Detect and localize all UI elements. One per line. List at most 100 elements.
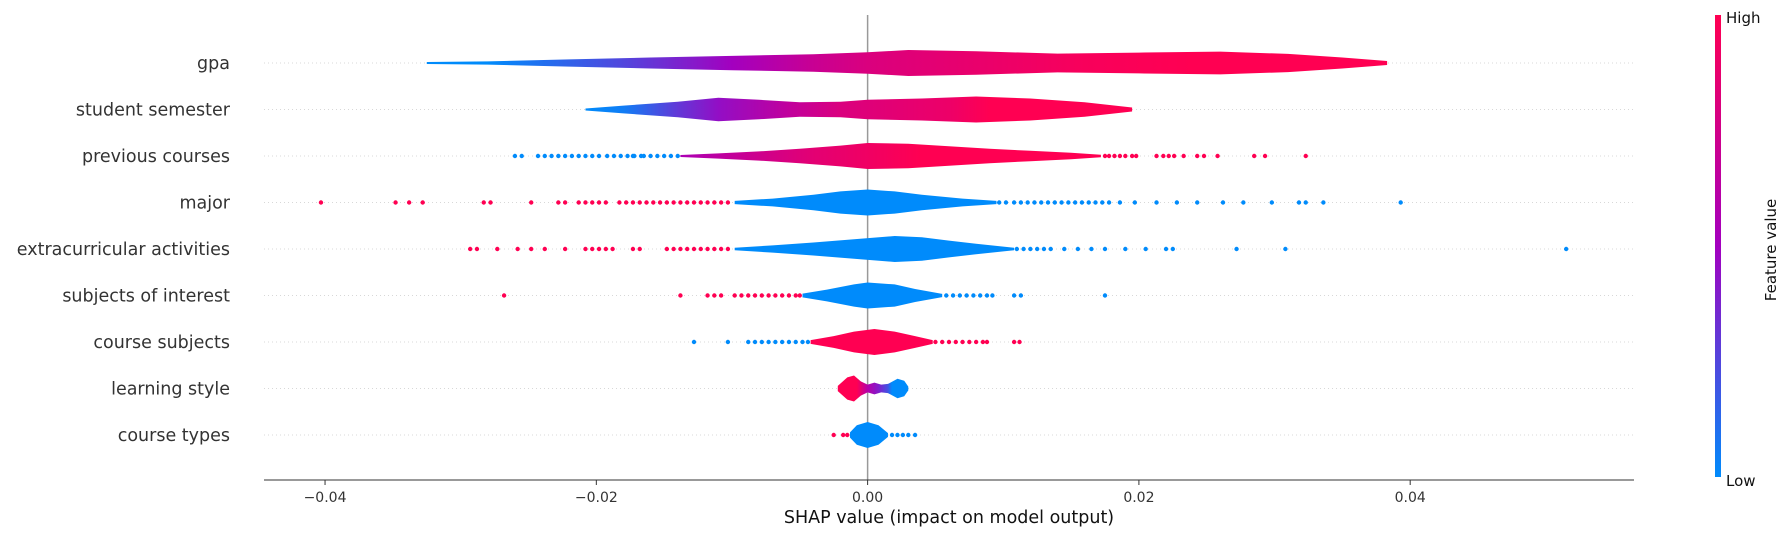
point-low-major-15 <box>1100 200 1105 205</box>
point-low-major-0 <box>996 200 1002 205</box>
point-low-previous-courses-12 <box>604 153 610 159</box>
point-high-previous-courses-6 <box>1133 153 1139 159</box>
point-low-extracurricular-activities-2 <box>1028 246 1033 252</box>
point-high-subjects-of-interest-13 <box>786 293 792 298</box>
point-high-extracurricular-activities-20 <box>705 246 710 252</box>
point-low-course-subjects-0 <box>691 339 697 345</box>
violin-previous-courses <box>680 143 1101 169</box>
point-low-course-subjects-4 <box>759 339 765 345</box>
point-low-previous-courses-6 <box>562 153 568 159</box>
feature-label-learning-style: learning style <box>111 380 230 400</box>
feature-label-extracurricular-activities: extracurricular activities <box>17 240 230 260</box>
point-high-previous-courses-17 <box>1303 153 1308 159</box>
point-low-previous-courses-3 <box>542 153 547 159</box>
point-low-previous-courses-13 <box>611 153 617 159</box>
point-low-course-types-0 <box>889 432 895 438</box>
point-high-major-7 <box>556 200 561 205</box>
point-low-course-subjects-9 <box>793 339 798 345</box>
point-high-major-8 <box>562 200 568 205</box>
x-tick-label: 0.04 <box>1395 490 1426 506</box>
point-high-extracurricular-activities-0 <box>467 246 473 252</box>
point-low-course-types-3 <box>906 432 911 438</box>
feature-label-course-types: course types <box>118 426 230 446</box>
point-high-course-subjects-3 <box>953 339 958 345</box>
point-low-major-18 <box>1132 200 1138 205</box>
point-high-subjects-of-interest-4 <box>718 293 724 298</box>
point-low-major-23 <box>1241 200 1246 205</box>
point-high-extracurricular-activities-22 <box>718 246 724 252</box>
violin-course-types <box>849 422 888 448</box>
point-low-major-19 <box>1154 200 1159 205</box>
point-high-previous-courses-9 <box>1166 153 1171 159</box>
point-high-extracurricular-activities-17 <box>685 246 690 252</box>
point-low-extracurricular-activities-5 <box>1048 246 1053 252</box>
point-high-subjects-of-interest-14 <box>793 293 798 298</box>
point-high-subjects-of-interest-9 <box>759 293 765 298</box>
point-low-extracurricular-activities-6 <box>1062 246 1067 252</box>
point-low-major-4 <box>1025 200 1030 205</box>
feature-label-course-subjects: course subjects <box>93 333 230 353</box>
violin-gpa <box>426 50 1388 76</box>
point-high-previous-courses-8 <box>1161 153 1166 159</box>
violin-course-subjects <box>810 329 933 355</box>
point-low-subjects-of-interest-5 <box>977 293 983 298</box>
point-high-extracurricular-activities-21 <box>712 246 717 252</box>
point-low-subjects-of-interest-10 <box>1102 293 1108 298</box>
point-high-course-subjects-9 <box>1011 339 1017 345</box>
point-low-previous-courses-23 <box>668 153 674 159</box>
point-high-major-13 <box>603 200 609 205</box>
feature-label-gpa: gpa <box>197 54 230 74</box>
point-low-course-subjects-11 <box>805 339 811 345</box>
point-low-major-3 <box>1018 200 1024 205</box>
point-high-course-subjects-8 <box>984 339 990 345</box>
point-high-previous-courses-15 <box>1251 153 1257 159</box>
point-low-subjects-of-interest-0 <box>944 293 949 298</box>
point-high-previous-courses-2 <box>1112 153 1117 159</box>
point-low-extracurricular-activities-12 <box>1163 246 1169 252</box>
point-low-subjects-of-interest-4 <box>971 293 976 298</box>
point-high-subjects-of-interest-10 <box>766 293 771 298</box>
point-high-previous-courses-4 <box>1123 153 1128 159</box>
point-low-major-16 <box>1106 200 1112 205</box>
x-axis-ticks: −0.04 −0.02 0.00 0.02 0.04 <box>304 480 1426 506</box>
point-low-previous-courses-15 <box>625 153 630 159</box>
point-high-subjects-of-interest-1 <box>678 293 683 298</box>
point-high-course-subjects-6 <box>973 339 979 345</box>
point-low-extracurricular-activities-9 <box>1102 246 1108 252</box>
point-high-extracurricular-activities-2 <box>495 246 500 252</box>
point-low-major-20 <box>1174 200 1180 205</box>
point-high-subjects-of-interest-6 <box>739 293 744 298</box>
violin-student-semester <box>585 96 1133 123</box>
x-tick-label: −0.02 <box>575 490 618 506</box>
colorbar-gradient <box>1715 15 1721 477</box>
point-low-major-27 <box>1321 200 1326 205</box>
point-low-major-22 <box>1220 200 1226 205</box>
point-high-extracurricular-activities-16 <box>678 246 683 252</box>
point-low-previous-courses-11 <box>596 153 602 159</box>
point-low-extracurricular-activities-3 <box>1034 246 1040 252</box>
point-low-major-25 <box>1296 200 1302 205</box>
point-low-course-subjects-10 <box>800 339 805 345</box>
x-axis-title: SHAP value (impact on model output) <box>784 508 1114 528</box>
point-low-previous-courses-2 <box>535 153 541 159</box>
point-high-major-14 <box>617 200 622 205</box>
point-high-extracurricular-activities-15 <box>671 246 676 252</box>
violin-learning-style <box>837 375 909 402</box>
point-low-extracurricular-activities-0 <box>1014 246 1020 252</box>
point-high-major-21 <box>664 200 670 205</box>
point-high-extracurricular-activities-8 <box>590 246 595 252</box>
point-high-course-subjects-4 <box>960 339 965 345</box>
point-low-extracurricular-activities-11 <box>1143 246 1148 252</box>
feature-labels: gpa student semester previous courses major… <box>17 54 231 446</box>
point-high-extracurricular-activities-10 <box>603 246 609 252</box>
point-high-extracurricular-activities-7 <box>583 246 588 252</box>
point-high-extracurricular-activities-1 <box>474 246 480 252</box>
feature-label-subjects-of-interest: subjects of interest <box>62 287 230 307</box>
point-low-major-17 <box>1117 200 1123 205</box>
point-low-previous-courses-9 <box>583 153 588 159</box>
point-high-previous-courses-11 <box>1181 153 1186 159</box>
point-high-subjects-of-interest-3 <box>712 293 717 298</box>
point-high-previous-courses-3 <box>1117 153 1123 159</box>
point-low-major-26 <box>1303 200 1308 205</box>
point-high-major-6 <box>529 200 534 205</box>
